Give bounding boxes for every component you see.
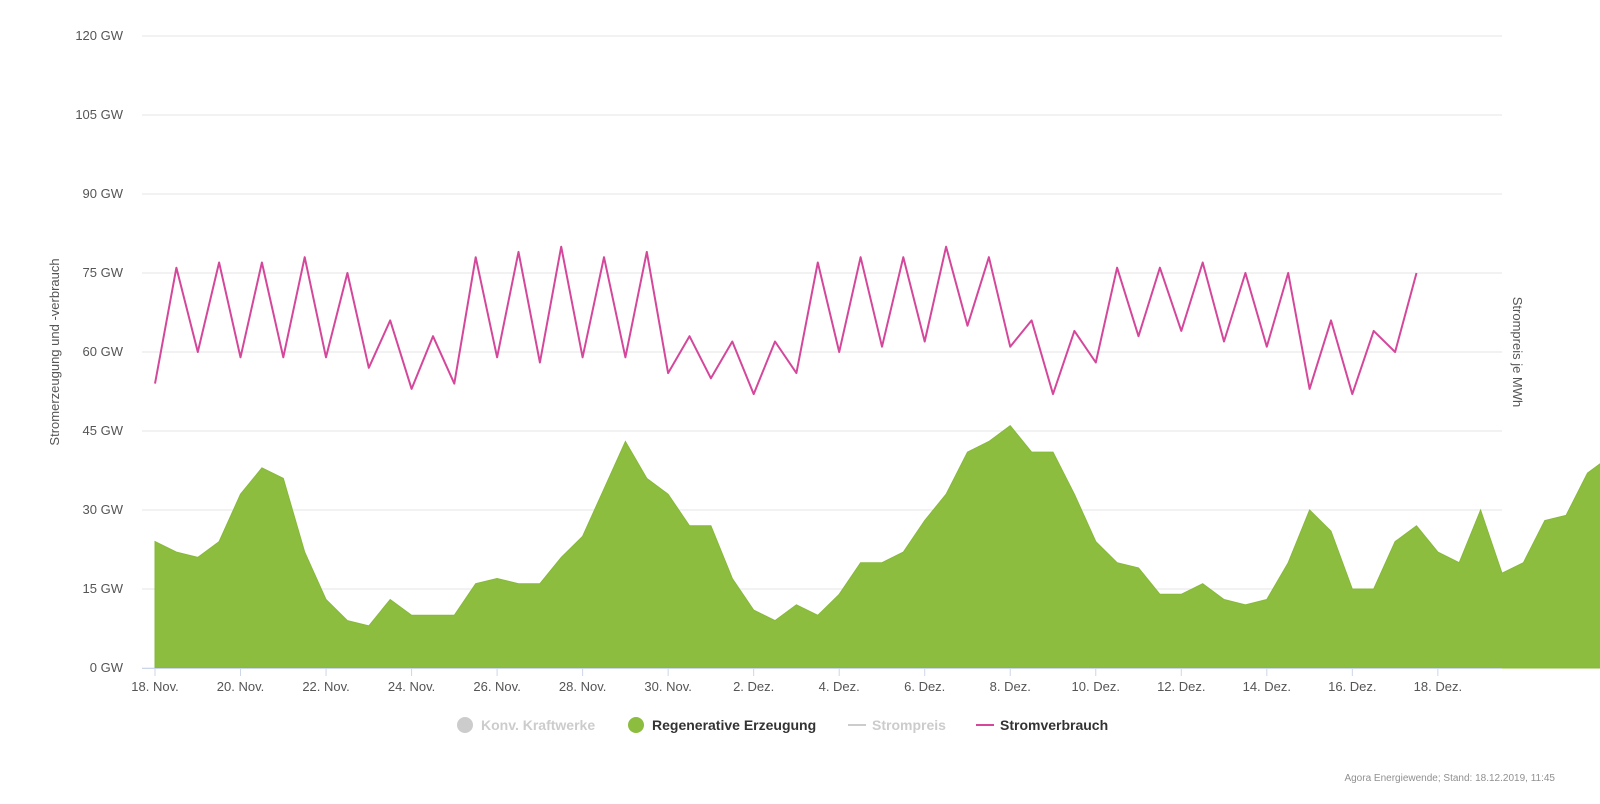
credits[interactable]: Agora Energiewende; Stand: 18.12.2019, 1… bbox=[1344, 773, 1555, 784]
gridlines bbox=[142, 35, 1502, 669]
y-tick-label: 105 GW bbox=[75, 107, 123, 122]
y-tick-label: 0 GW bbox=[90, 660, 124, 675]
x-tick-label: 20. Nov. bbox=[217, 679, 264, 694]
legend-dot-icon bbox=[628, 717, 644, 733]
y-tick-label: 75 GW bbox=[83, 265, 124, 280]
x-tick-label: 24. Nov. bbox=[388, 679, 435, 694]
series-regenerative-area bbox=[154, 394, 1600, 669]
legend-item-2[interactable]: Strompreis bbox=[848, 717, 946, 733]
x-tick-label: 30. Nov. bbox=[644, 679, 691, 694]
legend: Konv. Kraftwerke Regenerative Erzeugung St… bbox=[457, 717, 1108, 733]
legend-item-3[interactable]: Stromverbrauch bbox=[976, 717, 1108, 733]
legend-item-1[interactable]: Regenerative Erzeugung bbox=[628, 717, 816, 733]
x-tick-label: 26. Nov. bbox=[473, 679, 520, 694]
x-tick-label: 4. Dez. bbox=[819, 679, 860, 694]
x-tick-label: 18. Nov. bbox=[131, 679, 178, 694]
legend-label: Strompreis bbox=[872, 717, 946, 733]
x-tick-label: 14. Dez. bbox=[1243, 679, 1291, 694]
y-tick-label: 60 GW bbox=[83, 344, 124, 359]
legend-label: Stromverbrauch bbox=[1000, 717, 1108, 733]
y-tick-label: 15 GW bbox=[83, 581, 124, 596]
y-axis-left-title: Stromerzeugung und -verbrauch bbox=[47, 258, 62, 445]
consumption-line[interactable] bbox=[154, 245, 1418, 396]
y-axis-right-title: Strompreis je MWh bbox=[1510, 297, 1525, 408]
legend-label: Konv. Kraftwerke bbox=[481, 717, 595, 733]
x-tick-label: 22. Nov. bbox=[302, 679, 349, 694]
x-tick-label: 10. Dez. bbox=[1072, 679, 1120, 694]
x-tick-label: 28. Nov. bbox=[559, 679, 606, 694]
y-tick-label: 30 GW bbox=[83, 502, 124, 517]
x-axis-ticks: 18. Nov. 20. Nov. 22. Nov. 24. Nov. 26. Nov.… bbox=[131, 668, 1462, 694]
x-tick-label: 6. Dez. bbox=[904, 679, 945, 694]
legend-item-0[interactable]: Konv. Kraftwerke bbox=[457, 717, 595, 733]
legend-dot-icon bbox=[457, 717, 473, 733]
series-consumption-line bbox=[154, 245, 1418, 396]
x-tick-label: 18. Dez. bbox=[1414, 679, 1462, 694]
legend-label: Regenerative Erzeugung bbox=[652, 717, 816, 733]
x-tick-label: 12. Dez. bbox=[1157, 679, 1205, 694]
y-tick-label: 90 GW bbox=[83, 186, 124, 201]
y-tick-label: 120 GW bbox=[75, 28, 123, 43]
y-tick-label: 45 GW bbox=[83, 423, 124, 438]
x-tick-label: 8. Dez. bbox=[990, 679, 1031, 694]
y-axis-ticks: 0 GW 15 GW 30 GW 45 GW 60 GW 75 GW 90 GW 105 GW… bbox=[75, 28, 123, 675]
x-tick-label: 2. Dez. bbox=[733, 679, 774, 694]
x-tick-label: 16. Dez. bbox=[1328, 679, 1376, 694]
regenerative-area[interactable] bbox=[154, 394, 1600, 669]
